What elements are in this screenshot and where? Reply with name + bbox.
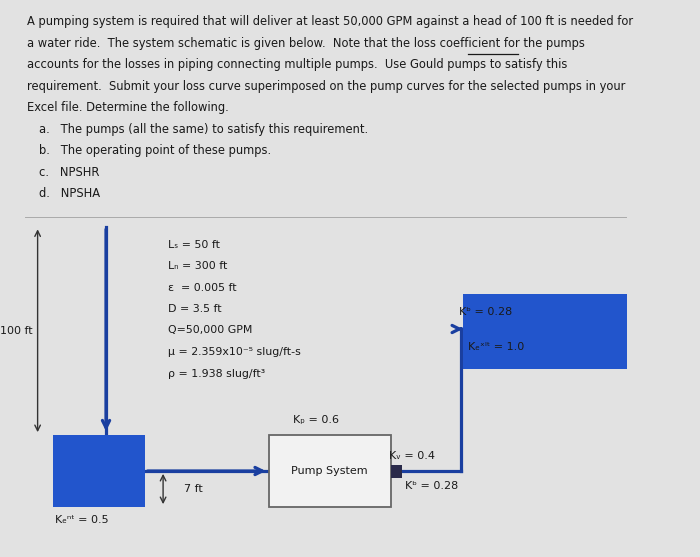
Text: 7 ft: 7 ft bbox=[184, 484, 203, 494]
Text: Kₑⁿᵗ = 0.5: Kₑⁿᵗ = 0.5 bbox=[55, 515, 108, 525]
Text: Q=50,000 GPM: Q=50,000 GPM bbox=[168, 325, 253, 335]
Text: Lₛ = 50 ft: Lₛ = 50 ft bbox=[168, 240, 220, 250]
Bar bbox=[53, 435, 145, 507]
Text: ε  = 0.005 ft: ε = 0.005 ft bbox=[168, 282, 237, 292]
Text: 100 ft: 100 ft bbox=[0, 326, 32, 336]
Text: Lₙ = 300 ft: Lₙ = 300 ft bbox=[168, 261, 228, 271]
Text: μ = 2.359x10⁻⁵ slug/ft-s: μ = 2.359x10⁻⁵ slug/ft-s bbox=[168, 347, 301, 357]
Text: a.   The pumps (all the same) to satisfy this requirement.: a. The pumps (all the same) to satisfy t… bbox=[39, 123, 368, 135]
Bar bbox=[269, 435, 391, 507]
Text: D = 3.5 ft: D = 3.5 ft bbox=[168, 304, 222, 314]
Text: Excel file. Determine the following.: Excel file. Determine the following. bbox=[27, 101, 229, 114]
Text: accounts for the losses in piping connecting multiple pumps.  Use Gould pumps to: accounts for the losses in piping connec… bbox=[27, 58, 568, 71]
Bar bbox=[391, 465, 402, 477]
Text: Kᵥ = 0.4: Kᵥ = 0.4 bbox=[389, 451, 435, 461]
Text: Kₚ = 0.6: Kₚ = 0.6 bbox=[293, 415, 340, 425]
Text: a water ride.  The system schematic is given below.  Note that the loss coeffici: a water ride. The system schematic is gi… bbox=[27, 37, 585, 50]
Text: c.   NPSHR: c. NPSHR bbox=[39, 165, 100, 178]
Text: requirement.  Submit your loss curve superimposed on the pump curves for the sel: requirement. Submit your loss curve supe… bbox=[27, 80, 626, 92]
Text: Kₑˣᴵᵗ = 1.0: Kₑˣᴵᵗ = 1.0 bbox=[468, 341, 524, 351]
Bar bbox=[463, 294, 626, 369]
Text: Kᵇ = 0.28: Kᵇ = 0.28 bbox=[405, 481, 458, 491]
Text: ρ = 1.938 slug/ft³: ρ = 1.938 slug/ft³ bbox=[168, 369, 265, 379]
Text: Kᵇ = 0.28: Kᵇ = 0.28 bbox=[459, 307, 512, 317]
Text: A pumping system is required that will deliver at least 50,000 GPM against a hea: A pumping system is required that will d… bbox=[27, 15, 634, 28]
Text: b.   The operating point of these pumps.: b. The operating point of these pumps. bbox=[39, 144, 272, 157]
Text: Pump System: Pump System bbox=[291, 466, 368, 476]
Text: d.   NPSHA: d. NPSHA bbox=[39, 187, 101, 200]
